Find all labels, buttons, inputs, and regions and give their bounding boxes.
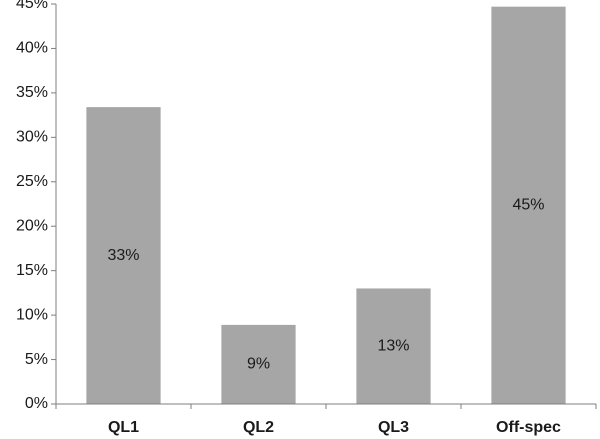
bar-ql3 (356, 288, 431, 404)
x-tick-label: QL1 (108, 419, 139, 436)
x-tick-label: QL2 (243, 419, 274, 436)
y-tick-label: 5% (25, 351, 48, 368)
data-label: 13% (377, 337, 409, 354)
y-tick-label: 35% (16, 84, 48, 101)
data-label: 45% (512, 197, 544, 214)
bar-off-spec (491, 6, 566, 405)
y-tick-label: 0% (25, 395, 48, 412)
data-label: 9% (247, 356, 270, 373)
y-tick-label: 40% (16, 40, 48, 57)
y-tick-label: 30% (16, 129, 48, 146)
bar-ql2 (221, 324, 296, 404)
y-tick-label: 45% (16, 0, 48, 12)
x-tick-label: QL3 (378, 419, 409, 436)
x-tick-label: Off-spec (496, 419, 561, 436)
y-axis: 0% 5% 10% 15% 20% 25% 30% 35% 40% 45% (16, 0, 57, 412)
y-tick-label: 20% (16, 217, 48, 234)
data-label: 33% (107, 247, 139, 264)
y-tick-label: 25% (16, 173, 48, 190)
bars: 33% 9% 13% 45% (86, 6, 566, 405)
x-axis: QL1 QL2 QL3 Off-spec (55, 403, 597, 436)
bar-ql1 (86, 107, 161, 404)
y-tick-label: 10% (16, 306, 48, 323)
y-tick-label: 15% (16, 262, 48, 279)
